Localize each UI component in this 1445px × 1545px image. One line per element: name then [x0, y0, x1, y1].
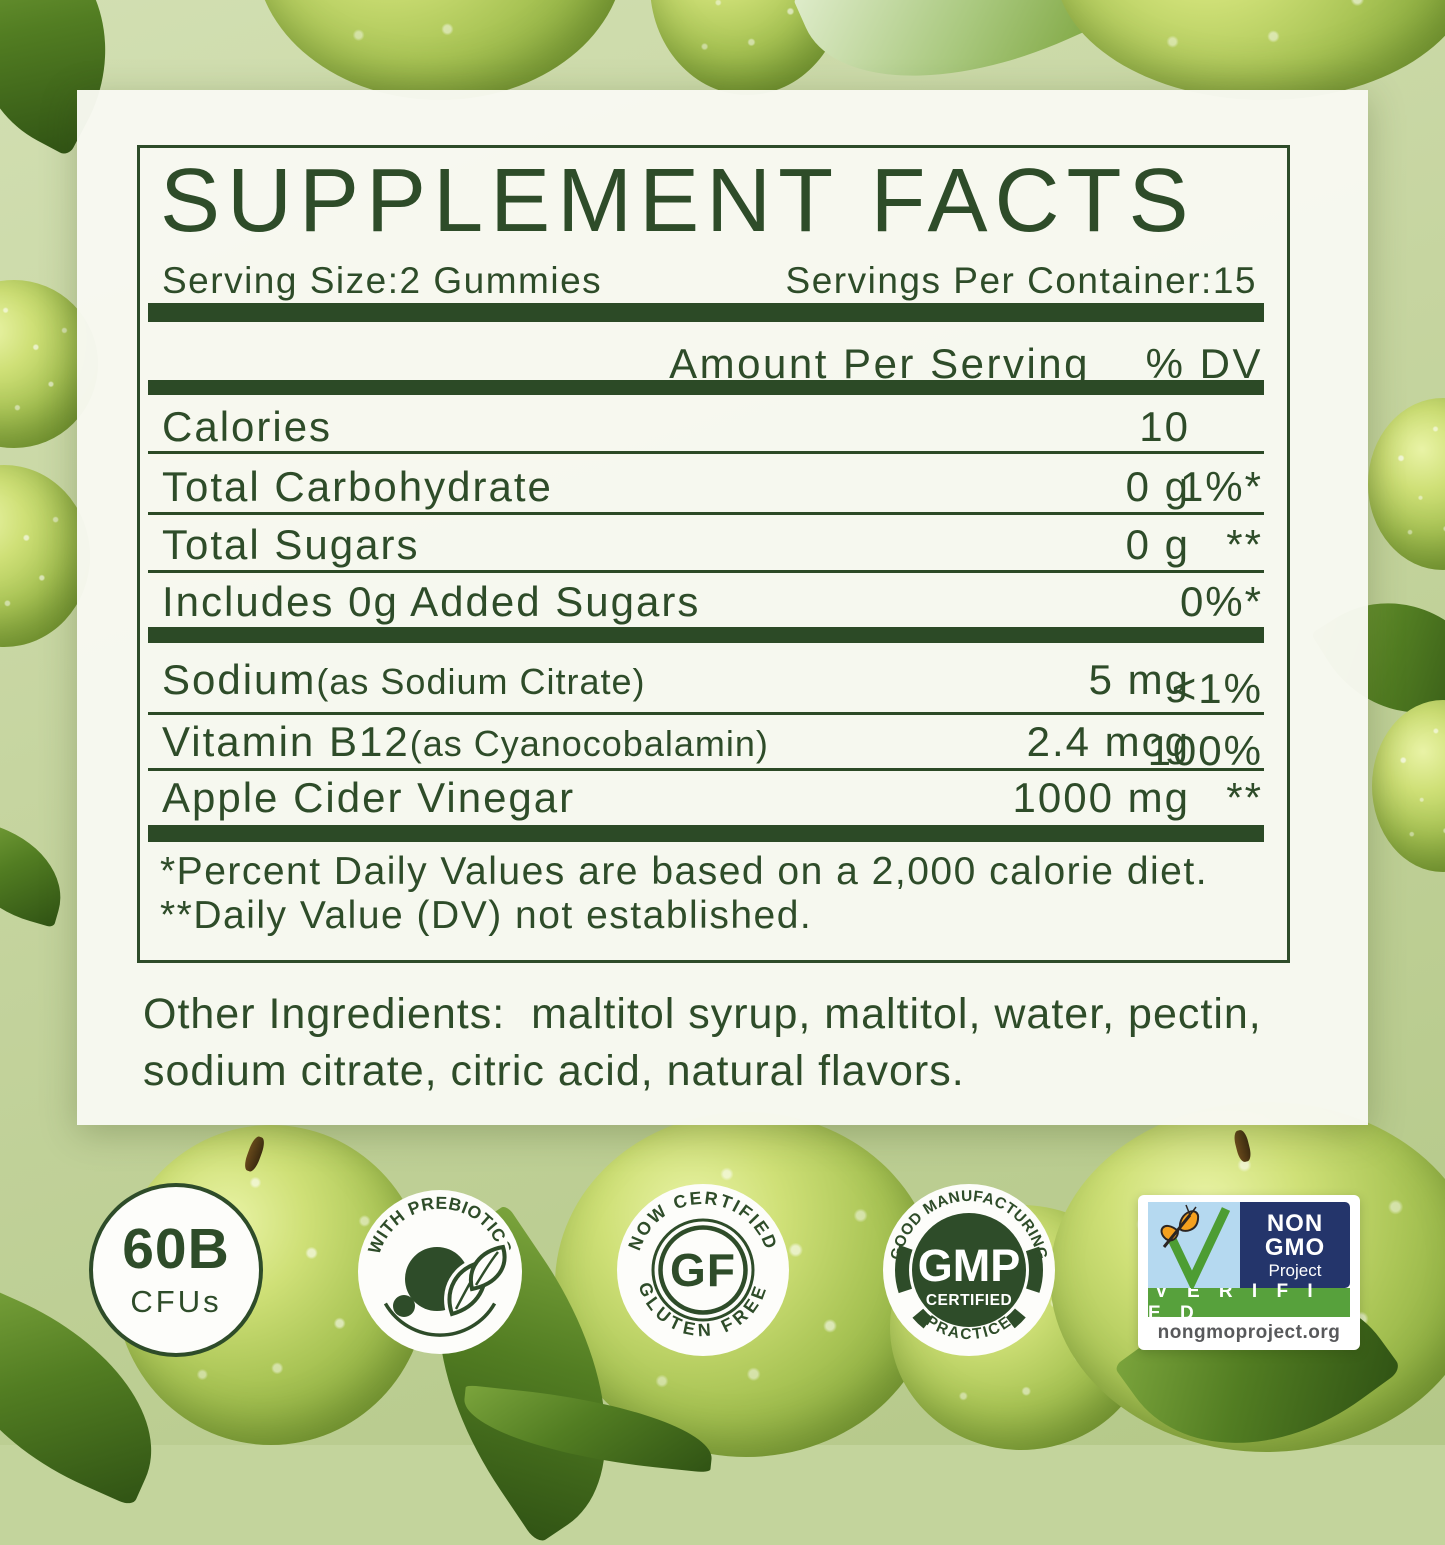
non-gmo-line3: Project: [1268, 1260, 1322, 1280]
divider-line: [148, 451, 1264, 454]
non-gmo-url: nongmoproject.org: [1157, 1322, 1341, 1343]
gluten-free-icon: NOW CERTIFIED GLUTEN FREE GF: [618, 1185, 788, 1355]
cfu-count: 60B: [122, 1216, 230, 1281]
gmp-certified-text: CERTIFIED: [926, 1292, 1012, 1309]
divider-line: [148, 768, 1264, 771]
badge-non-gmo-verified: NON GMO Project V E R I F I E D nongmopr…: [1138, 1195, 1360, 1350]
leaf-photo: [0, 818, 77, 928]
supplement-facts-panel: SUPPLEMENT FACTS Serving Size:2 Gummies …: [77, 90, 1368, 1125]
panel-title: SUPPLEMENT FACTS: [160, 151, 1196, 251]
non-gmo-line1: NON: [1266, 1209, 1324, 1237]
table-row: Total Carbohydrate 0 g 1%*: [140, 458, 1287, 515]
nutrient-name: Total Sugars: [162, 520, 420, 568]
nutrient-dv: <1%: [1171, 665, 1263, 712]
column-header-dv: % DV: [1145, 340, 1263, 387]
apple-photo: [1055, 0, 1445, 100]
divider-line: [148, 512, 1264, 515]
gmp-icon: GOOD MANUFACTURING PRACTICE GMP CERTIFIE…: [884, 1185, 1054, 1355]
nutrient-name: Apple Cider Vinegar: [162, 774, 576, 821]
nutrient-sub: (as Sodium Citrate): [316, 661, 646, 702]
nutrient-amount: 2.4 mcg: [1026, 717, 1190, 765]
non-gmo-artwork: [1148, 1202, 1240, 1288]
prebiotics-icon: WITH PREBIOTICS: [359, 1191, 521, 1353]
checkmark-sprout-icon: [1165, 1207, 1231, 1288]
table-row: Total Sugars 0 g **: [140, 516, 1287, 573]
badge-gmp-certified: GOOD MANUFACTURING PRACTICE GMP CERTIFIE…: [883, 1184, 1055, 1356]
gf-center-text: GF: [670, 1244, 736, 1296]
badge-gluten-free: NOW CERTIFIED GLUTEN FREE GF: [617, 1184, 789, 1356]
nutrient-name: Vitamin B12: [162, 717, 410, 765]
table-row: Vitamin B12(as Cyanocobalamin) 2.4 mcg 1…: [140, 715, 1287, 774]
nutrient-name: Sodium: [162, 656, 317, 703]
table-row: Apple Cider Vinegar 1000 mg **: [140, 771, 1287, 825]
non-gmo-line2: GMO: [1264, 1233, 1326, 1261]
nutrient-dv: **: [1226, 774, 1263, 821]
nutrient-amount: 0 g: [1125, 520, 1190, 568]
apple-photo: [255, 0, 625, 100]
apple-photo: [1368, 398, 1445, 570]
column-header-amount: Amount Per Serving: [669, 340, 1090, 387]
table-row: Sodium(as Sodium Citrate) 5 mg <1%: [140, 648, 1287, 712]
leaves-icon: [444, 1240, 510, 1321]
footnote-dv-not-established: **Daily Value (DV) not established.: [160, 894, 813, 937]
divider-line: [148, 570, 1264, 573]
nutrient-name: Includes 0g Added Sugars: [162, 577, 701, 625]
other-ingredients: Other Ingredients: maltitol syrup, malti…: [143, 990, 1275, 1095]
gmp-center-text: GMP: [918, 1240, 1021, 1291]
butterfly-icon: [1160, 1204, 1200, 1248]
nutrient-amount: 1000 mg: [1012, 774, 1190, 821]
nutrient-dv: **: [1226, 520, 1263, 568]
nutrient-dv: 100%: [1147, 726, 1263, 774]
column-header-row: Amount Per Serving % DV: [140, 340, 1287, 387]
facts-table-box: SUPPLEMENT FACTS Serving Size:2 Gummies …: [137, 145, 1290, 963]
divider-bar: [148, 825, 1264, 842]
apple-photo: [1372, 700, 1445, 872]
divider-line: [148, 712, 1264, 715]
table-row: Includes 0g Added Sugars 0%*: [140, 576, 1287, 627]
cfu-unit: CFUs: [130, 1283, 222, 1319]
nutrient-sub: (as Cyanocobalamin): [409, 722, 769, 764]
servings-per-container: Servings Per Container:15: [785, 260, 1257, 301]
badge-with-prebiotics: WITH PREBIOTICS: [358, 1190, 522, 1354]
table-row: Calories 10: [140, 400, 1287, 454]
nutrient-amount: 10: [1139, 403, 1190, 450]
non-gmo-verified-text: V E R I F I E D: [1148, 1281, 1350, 1324]
divider-bar: [148, 380, 1264, 395]
nutrient-amount: 5 mg: [1088, 656, 1190, 703]
nutrient-name: Total Carbohydrate: [162, 462, 553, 510]
nutrient-name: Calories: [162, 403, 333, 450]
nutrient-amount: 0 g: [1125, 462, 1190, 510]
nutrient-dv: 0%*: [1179, 577, 1263, 625]
serving-info-row: Serving Size:2 Gummies Servings Per Cont…: [162, 260, 1257, 302]
nutrient-dv: 1%*: [1179, 462, 1263, 510]
serving-size: Serving Size:2 Gummies: [162, 260, 603, 301]
divider-bar: [148, 627, 1264, 643]
divider-bar: [148, 303, 1264, 322]
footnote-daily-values: *Percent Daily Values are based on a 2,0…: [160, 850, 1209, 893]
badge-60b-cfus: 60B CFUs: [89, 1183, 263, 1357]
